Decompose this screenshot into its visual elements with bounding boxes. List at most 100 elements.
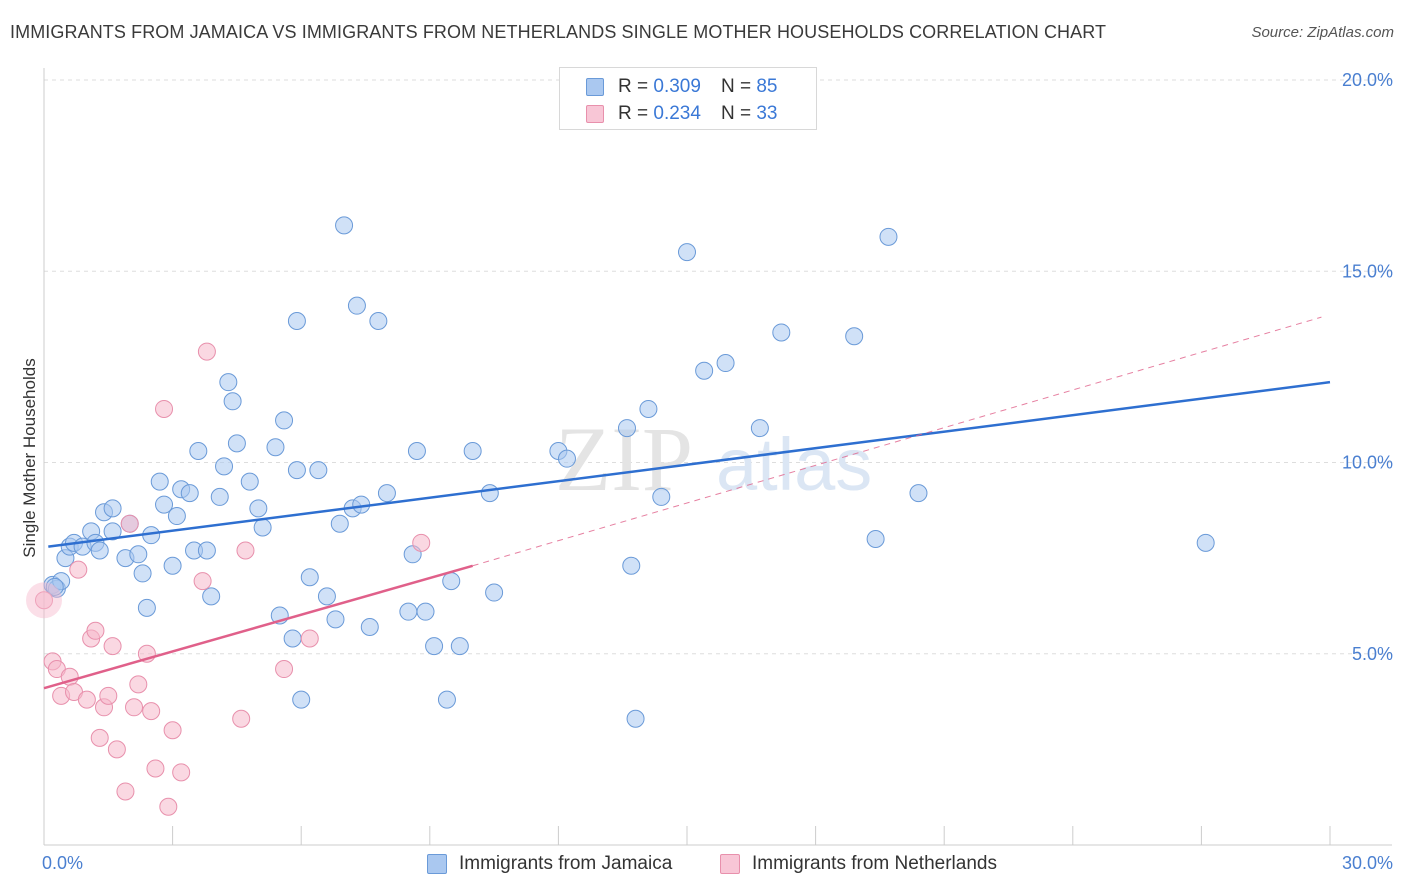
netherlands-point bbox=[107, 740, 126, 759]
jamaica-point bbox=[275, 411, 294, 430]
netherlands-point bbox=[146, 759, 165, 778]
jamaica-point bbox=[480, 484, 499, 503]
netherlands-point bbox=[232, 709, 251, 728]
jamaica-point bbox=[197, 541, 216, 560]
netherlands-trend-extension bbox=[472, 316, 1322, 567]
series-netherlands-points bbox=[26, 342, 431, 816]
netherlands-point bbox=[412, 533, 431, 552]
legend-r-value-netherlands: 0.234 bbox=[653, 103, 701, 124]
jamaica-point bbox=[425, 637, 444, 656]
legend-n-label: N = bbox=[720, 103, 752, 124]
netherlands-point bbox=[103, 637, 122, 656]
jamaica-point bbox=[287, 461, 306, 480]
y-tick-label: 10.0% bbox=[1342, 453, 1393, 473]
jamaica-point bbox=[360, 617, 379, 636]
jamaica-point bbox=[879, 227, 898, 246]
jamaica-point bbox=[103, 499, 122, 518]
jamaica-point bbox=[416, 602, 435, 621]
jamaica-trend-line bbox=[48, 380, 1331, 548]
bottom-legend-label-jamaica: Immigrants from Jamaica bbox=[459, 853, 673, 874]
legend-swatch-netherlands bbox=[586, 105, 604, 123]
jamaica-point bbox=[639, 399, 658, 418]
jamaica-point bbox=[330, 514, 349, 533]
bottom-legend-swatch-jamaica bbox=[427, 854, 447, 874]
netherlands-point bbox=[275, 660, 294, 679]
y-axis-label: Single Mother Households bbox=[20, 358, 39, 557]
legend-n-value-netherlands: 33 bbox=[756, 103, 778, 124]
bottom-legend-label-netherlands: Immigrants from Netherlands bbox=[752, 853, 997, 874]
jamaica-point bbox=[309, 461, 328, 480]
jamaica-point bbox=[202, 587, 221, 606]
jamaica-point bbox=[909, 484, 928, 503]
jamaica-point bbox=[180, 484, 199, 503]
jamaica-point bbox=[133, 564, 152, 583]
netherlands-point bbox=[86, 621, 105, 640]
jamaica-point bbox=[772, 323, 791, 342]
jamaica-point bbox=[622, 556, 641, 575]
bottom-legend-swatch-netherlands bbox=[720, 854, 740, 874]
jamaica-point bbox=[227, 434, 246, 453]
bottom-legend-netherlands: Immigrants from Netherlands bbox=[720, 851, 997, 877]
chart-title: IMMIGRANTS FROM JAMAICA VS IMMIGRANTS FR… bbox=[10, 22, 1107, 42]
jamaica-point bbox=[716, 354, 735, 373]
jamaica-point bbox=[626, 709, 645, 728]
legend-n-label: N = bbox=[720, 76, 752, 97]
jamaica-point bbox=[347, 296, 366, 315]
series-jamaica-points bbox=[43, 216, 1215, 728]
source-credit: Source: ZipAtlas.com bbox=[1251, 24, 1394, 41]
jamaica-point bbox=[695, 361, 714, 380]
legend-n-value-jamaica: 85 bbox=[756, 76, 778, 97]
correlation-legend: R = 0.309 N = 85 R = 0.234 N = 33 bbox=[559, 67, 817, 130]
jamaica-point bbox=[45, 577, 64, 596]
legend-swatch-jamaica bbox=[586, 78, 604, 96]
netherlands-point bbox=[155, 399, 174, 418]
legend-row-jamaica: R = 0.309 N = 85 bbox=[586, 76, 777, 98]
jamaica-point bbox=[617, 419, 636, 438]
jamaica-point bbox=[866, 530, 885, 548]
netherlands-point bbox=[116, 782, 135, 801]
jamaica-point bbox=[249, 499, 268, 518]
jamaica-point bbox=[90, 541, 109, 560]
jamaica-point bbox=[463, 442, 482, 461]
netherlands-point-cluster bbox=[26, 582, 62, 619]
y-tick-label: 5.0% bbox=[1352, 644, 1393, 664]
legend-r-label: R = bbox=[618, 103, 649, 124]
jamaica-point bbox=[652, 487, 671, 506]
jamaica-point bbox=[845, 327, 864, 346]
jamaica-point bbox=[210, 487, 229, 506]
netherlands-point bbox=[69, 560, 88, 579]
trend-layer bbox=[43, 316, 1331, 690]
jamaica-point bbox=[167, 507, 186, 526]
jamaica-point bbox=[129, 545, 148, 564]
watermark-atlas: atlas bbox=[716, 423, 872, 506]
netherlands-point bbox=[197, 342, 216, 361]
jamaica-point bbox=[750, 419, 769, 438]
jamaica-point bbox=[155, 495, 174, 514]
jamaica-point bbox=[189, 442, 208, 461]
axis-layer bbox=[43, 68, 1392, 846]
legend-r-value-jamaica: 0.309 bbox=[653, 76, 701, 97]
jamaica-point bbox=[240, 472, 259, 491]
jamaica-point bbox=[292, 690, 311, 709]
netherlands-point bbox=[193, 572, 212, 591]
legend-r-label: R = bbox=[618, 76, 649, 97]
jamaica-point bbox=[369, 311, 388, 330]
jamaica-point bbox=[437, 690, 456, 709]
tick-label-layer: 5.0% 10.0% 15.0% 20.0% 0.0% 30.0% bbox=[42, 70, 1393, 873]
jamaica-point bbox=[287, 311, 306, 330]
jamaica-point bbox=[557, 449, 576, 468]
jamaica-point bbox=[450, 637, 469, 656]
netherlands-point bbox=[99, 686, 118, 705]
netherlands-point bbox=[77, 690, 96, 709]
jamaica-point bbox=[253, 518, 272, 537]
netherlands-point bbox=[142, 702, 161, 721]
netherlands-trend-line bbox=[43, 564, 474, 690]
jamaica-point bbox=[335, 216, 354, 235]
jamaica-point bbox=[137, 598, 156, 617]
netherlands-point bbox=[300, 629, 319, 648]
netherlands-point bbox=[125, 698, 144, 717]
jamaica-point bbox=[1196, 533, 1215, 552]
x-tick-label: 30.0% bbox=[1342, 853, 1393, 873]
jamaica-point bbox=[399, 602, 418, 621]
